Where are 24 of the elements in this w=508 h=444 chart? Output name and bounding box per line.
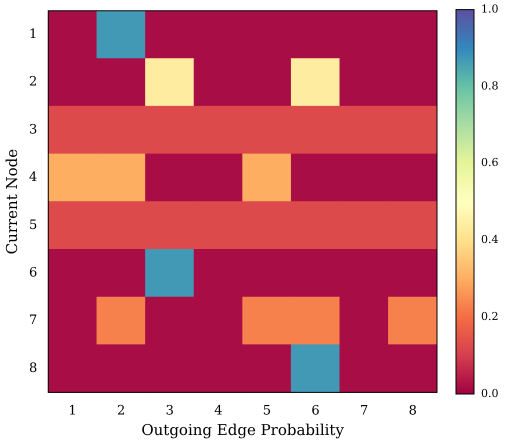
x-tick-label: 4 bbox=[214, 404, 222, 419]
y-tick-label: 6 bbox=[28, 266, 38, 281]
y-axis-title: Current Node bbox=[2, 148, 21, 254]
y-tick-label: 8 bbox=[28, 360, 38, 376]
color-bar-label: 1.0 bbox=[481, 2, 498, 16]
y-tick-label: 7 bbox=[28, 313, 38, 328]
color-bar-label: 0.0 bbox=[481, 386, 498, 400]
x-tick-label: 8 bbox=[408, 404, 417, 419]
y-tick-label: 4 bbox=[28, 170, 38, 186]
y-tick-label: 1 bbox=[28, 27, 38, 42]
color-bar-label: 0.4 bbox=[481, 233, 498, 246]
x-tick-label: 1 bbox=[68, 404, 77, 419]
color-bar-label: 0.6 bbox=[481, 156, 498, 170]
x-tick-label: 3 bbox=[166, 404, 174, 419]
color-bar-label: 0.2 bbox=[481, 310, 498, 323]
x-tick-label: 7 bbox=[360, 404, 368, 419]
y-tick-label: 3 bbox=[28, 122, 38, 138]
color-bar-label: 0.8 bbox=[481, 79, 498, 92]
x-tick-label: 5 bbox=[262, 404, 272, 419]
x-tick-label: 2 bbox=[117, 404, 126, 419]
x-tick-label: 6 bbox=[311, 404, 320, 419]
y-tick-label: 5 bbox=[28, 218, 38, 233]
x-axis-title: Outgoing Edge Probability bbox=[141, 420, 344, 439]
y-tick-label: 2 bbox=[28, 74, 38, 90]
